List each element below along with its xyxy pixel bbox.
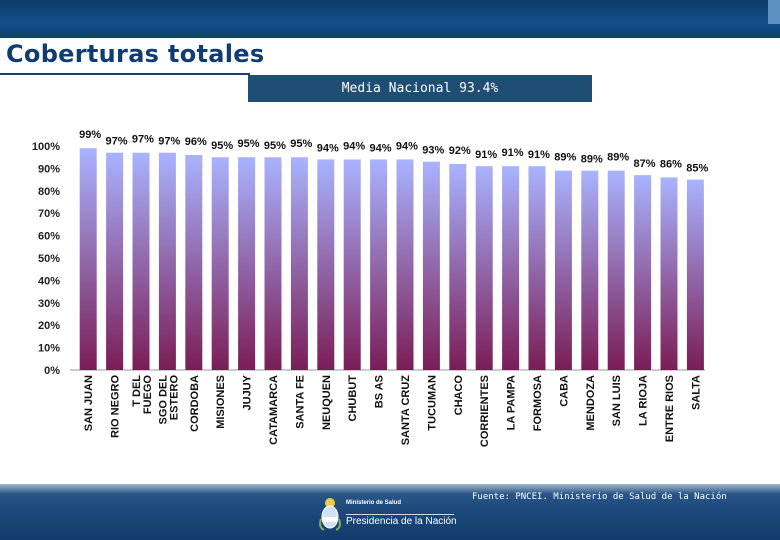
bar [607,170,625,370]
category-label: NEUQUEN [321,375,333,430]
bar [634,175,652,370]
y-tick-label: 30% [38,298,60,310]
category-label: LA PAMPA [506,375,518,430]
bar [158,152,176,370]
category-label: CORDOBA [189,375,201,432]
data-label: 89% [554,152,576,164]
category-label: TUCUMAN [426,375,438,431]
bar [422,161,440,370]
data-label: 86% [660,158,682,170]
data-label: 87% [634,158,656,170]
category-label: MISIONES [215,375,227,429]
top-banner [0,0,780,38]
bar [290,157,308,370]
data-label: 97% [132,134,154,146]
category-label: SANTA FE [294,375,306,429]
data-label: 94% [396,140,418,152]
y-tick-label: 20% [38,320,60,332]
y-tick-label: 40% [38,275,60,287]
data-label: 93% [422,145,444,157]
data-label: 89% [581,154,603,166]
bar [660,177,678,370]
data-label: 92% [449,145,471,157]
category-label: SAN JUAN [83,375,95,431]
data-label: 94% [343,140,365,152]
page-title: Coberturas totales [6,40,265,68]
data-label: 85% [686,163,708,175]
data-label: 94% [370,142,392,154]
category-label: MENDOZA [585,375,597,431]
banner-accent [768,0,780,24]
data-label: 97% [106,136,128,148]
y-tick-label: 10% [38,343,60,355]
category-label: ENTRE RIOS [664,375,676,442]
coverage-bar-chart: 0% 10% 20% 30% 40% 50% 60% 70% 80% 90% 100% 99% 97%… [32,129,709,447]
y-tick-label: 80% [38,186,60,198]
category-label: CABA [558,375,570,407]
data-label: 91% [502,147,524,159]
y-tick-label: 100% [32,141,60,153]
data-label: 95% [238,138,260,150]
title-underline [0,73,250,75]
bar [686,179,704,370]
category-label: RIO NEGRO [110,375,122,438]
category-label: JUJUY [242,374,254,410]
category-label: T DELFUEGO [131,375,154,415]
bar [475,166,493,370]
data-label: 96% [185,136,207,148]
bar [370,159,388,370]
bar [211,157,229,370]
ministry-logo-text: Ministerio de Salud [346,500,402,506]
bar [185,154,203,370]
category-label: SGO DELESTERO [157,375,180,425]
data-label: 91% [475,149,497,161]
bar [396,159,414,370]
category-label: CHUBUT [347,375,359,422]
logo-divider [346,514,454,515]
category-label: SALTA [690,375,702,410]
footer-bar [0,484,780,540]
data-label: 89% [607,152,629,164]
data-label: 95% [264,140,286,152]
bar [106,152,124,370]
category-label: LA RIOJA [638,375,650,426]
y-tick-label: 0% [44,365,60,377]
y-tick-label: 90% [38,163,60,175]
national-average-banner: Media Nacional 93.4% [248,75,592,102]
category-label: CORRIENTES [479,375,491,447]
category-label: BS AS [374,375,386,408]
bar [528,166,546,370]
y-tick-label: 50% [38,253,60,265]
y-tick-label: 60% [38,231,60,243]
bar [264,157,282,370]
presidency-text: Presidencia de la Nación [346,516,457,527]
bar [317,159,335,370]
y-tick-label: 70% [38,208,60,220]
bar [581,170,599,370]
footer-fade [0,484,780,494]
data-label: 99% [79,129,101,141]
bar [449,163,467,370]
data-label: 95% [211,140,233,152]
data-label: 97% [158,136,180,148]
bar [238,157,256,370]
argentina-coat-of-arms-icon [319,498,341,531]
category-label: SAN LUIS [611,375,623,426]
data-label: 91% [528,149,550,161]
category-label: SANTA CRUZ [400,375,412,446]
source-note: Fuente: PNCEI. Ministerio de Salud de la… [472,492,727,502]
bar [132,152,150,370]
bar [79,148,97,370]
category-label: CHACO [453,375,465,416]
data-label: 94% [317,142,339,154]
bar [554,170,572,370]
bar [502,166,520,370]
category-label: CATAMARCA [268,375,280,445]
data-label: 95% [290,138,312,150]
bar [343,159,361,370]
category-label: FORMOSA [532,375,544,431]
